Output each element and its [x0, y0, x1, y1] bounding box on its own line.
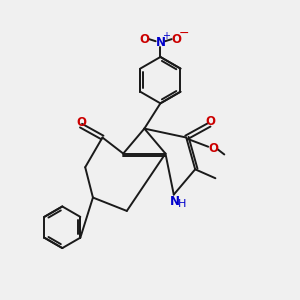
- Text: O: O: [76, 116, 86, 129]
- Text: O: O: [140, 33, 149, 46]
- Text: O: O: [172, 33, 182, 46]
- Text: H: H: [178, 199, 186, 209]
- Text: O: O: [208, 142, 218, 155]
- Text: +: +: [162, 31, 170, 40]
- Text: −: −: [179, 27, 189, 40]
- Text: O: O: [205, 115, 215, 128]
- Text: N: N: [170, 195, 180, 208]
- Text: N: N: [155, 36, 165, 49]
